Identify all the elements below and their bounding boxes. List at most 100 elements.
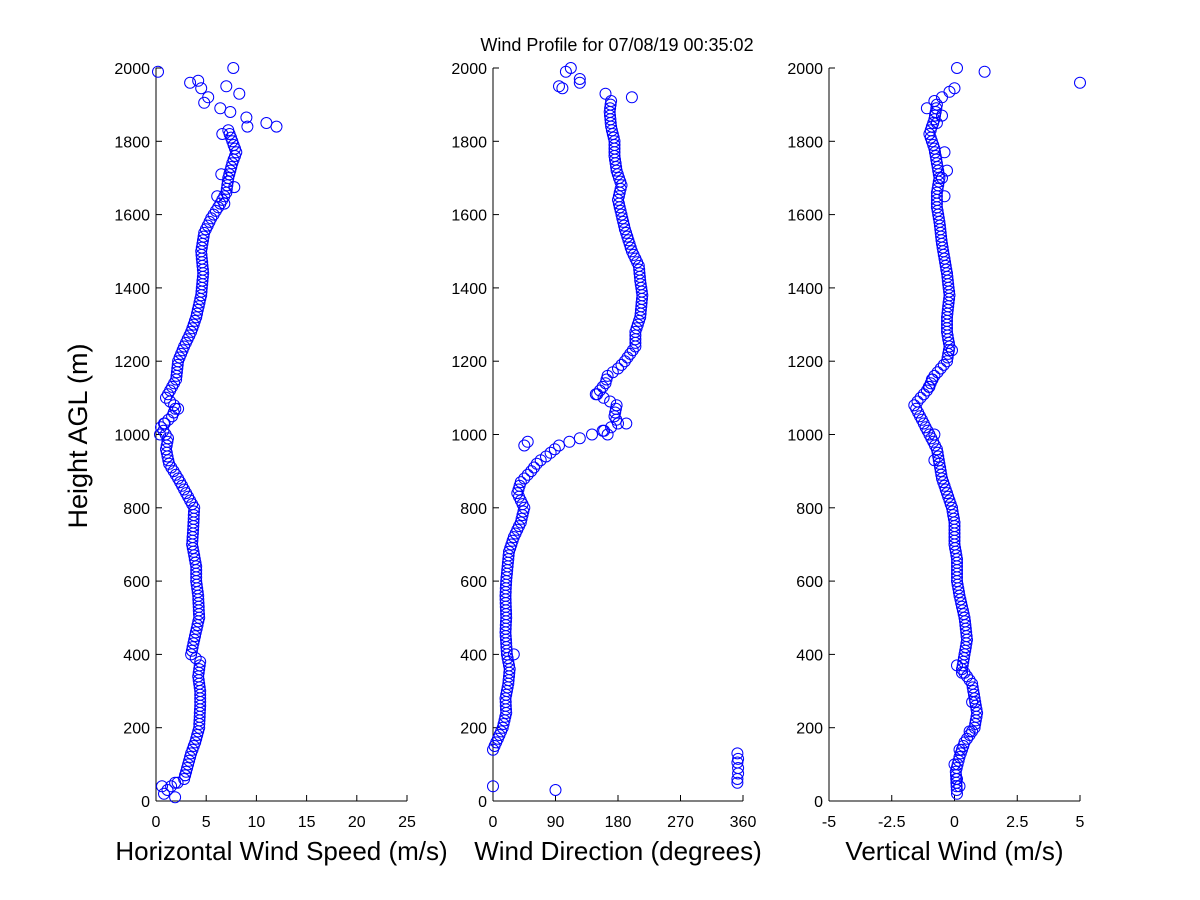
- data-point: [194, 655, 207, 668]
- x-tick-label: 90: [547, 814, 565, 831]
- data-point: [180, 765, 193, 778]
- data-point: [512, 483, 525, 496]
- data-point: [928, 369, 941, 382]
- x-tick-label: -5: [822, 814, 836, 831]
- data-point: [612, 362, 624, 375]
- y-tick-label: 1800: [451, 134, 487, 151]
- data-point: [169, 468, 182, 481]
- data-point: [621, 351, 634, 364]
- y-tick-label: 2000: [451, 61, 487, 78]
- data-point: [169, 776, 182, 789]
- data-point: [521, 435, 534, 448]
- data-point: [165, 780, 178, 793]
- data-point: [604, 395, 617, 408]
- y-tick-label: 600: [460, 574, 487, 591]
- data-point: [507, 648, 520, 661]
- y-tick-label: 1800: [787, 134, 823, 151]
- y-tick-label: 1000: [787, 428, 823, 445]
- data-point: [216, 128, 229, 140]
- data-point: [193, 663, 206, 676]
- y-tick-label: 800: [123, 501, 150, 518]
- data-point: [172, 402, 185, 415]
- x-axis-label: Vertical Wind (m/s): [845, 836, 1063, 866]
- data-point: [609, 402, 622, 415]
- data-point: [518, 472, 531, 485]
- data-point: [270, 120, 283, 133]
- data-point: [530, 457, 543, 470]
- data-point: [215, 168, 228, 181]
- y-tick-label: 1200: [451, 354, 487, 371]
- data-point: [518, 439, 531, 452]
- data-point: [947, 509, 960, 522]
- data-point: [929, 146, 941, 159]
- data-point: [553, 80, 565, 93]
- data-point: [181, 762, 194, 774]
- data-point: [604, 98, 617, 111]
- x-tick-label: 0: [152, 814, 161, 831]
- data-point: [549, 784, 562, 796]
- data-point: [563, 435, 576, 448]
- data-point: [228, 181, 241, 194]
- y-tick-label: 800: [796, 501, 823, 518]
- data-point: [165, 461, 178, 474]
- data-point: [548, 443, 561, 456]
- data-point: [190, 732, 203, 745]
- y-tick-label: 800: [460, 501, 487, 518]
- data-point: [609, 406, 622, 419]
- data-point: [963, 725, 976, 738]
- data-point: [956, 666, 968, 679]
- data-point: [156, 780, 168, 793]
- x-tick-label: 180: [605, 814, 632, 831]
- data-point: [953, 780, 966, 793]
- x-tick-label: 10: [248, 814, 266, 831]
- y-tick-label: 0: [141, 794, 150, 811]
- data-point: [179, 769, 192, 782]
- data-point: [207, 208, 220, 221]
- data-point: [624, 241, 637, 254]
- x-tick-label: -2.5: [878, 814, 906, 831]
- x-axis-label: Wind Direction (degrees): [474, 836, 762, 866]
- data-point: [169, 791, 182, 804]
- data-point: [240, 111, 253, 124]
- x-tick-label: 360: [730, 814, 757, 831]
- x-tick-label: 0: [950, 814, 959, 831]
- data-point: [917, 388, 930, 401]
- y-tick-label: 400: [796, 647, 823, 664]
- data-point: [928, 454, 941, 467]
- data-point: [183, 754, 196, 767]
- data-point: [225, 161, 238, 173]
- data-point: [615, 358, 628, 371]
- data-point: [233, 87, 246, 100]
- data-point: [624, 347, 637, 360]
- data-point: [586, 428, 598, 441]
- data-point: [928, 95, 941, 107]
- data-point: [573, 432, 586, 445]
- data-point: [938, 190, 951, 203]
- data-point: [966, 681, 979, 694]
- data-point: [951, 62, 963, 74]
- data-point: [604, 102, 617, 115]
- data-point: [948, 758, 961, 771]
- data-point: [192, 74, 205, 87]
- data-point: [193, 659, 206, 672]
- data-point: [731, 776, 744, 789]
- data-point: [184, 751, 197, 763]
- data-point: [162, 432, 174, 445]
- panel-direction: 0 200 400 600 800 1000 1200 1400 1600 1800 2000 0 90…: [451, 61, 761, 866]
- data-point: [553, 439, 565, 452]
- data-point: [1074, 76, 1086, 89]
- y-tick-label: 1400: [451, 281, 487, 298]
- data-point: [951, 773, 963, 785]
- data-point: [633, 267, 646, 280]
- y-tick-label: 200: [460, 721, 487, 738]
- data-point: [191, 729, 204, 741]
- data-point: [573, 73, 586, 85]
- data-point: [914, 391, 927, 404]
- data-point: [168, 399, 181, 412]
- y-tick-label: 1400: [787, 281, 823, 298]
- chart-title: Wind Profile for 07/08/19 00:35:02: [480, 35, 753, 55]
- x-axis-label: Horizontal Wind Speed (m/s): [115, 836, 447, 866]
- data-point: [626, 344, 639, 357]
- data-point: [932, 450, 945, 463]
